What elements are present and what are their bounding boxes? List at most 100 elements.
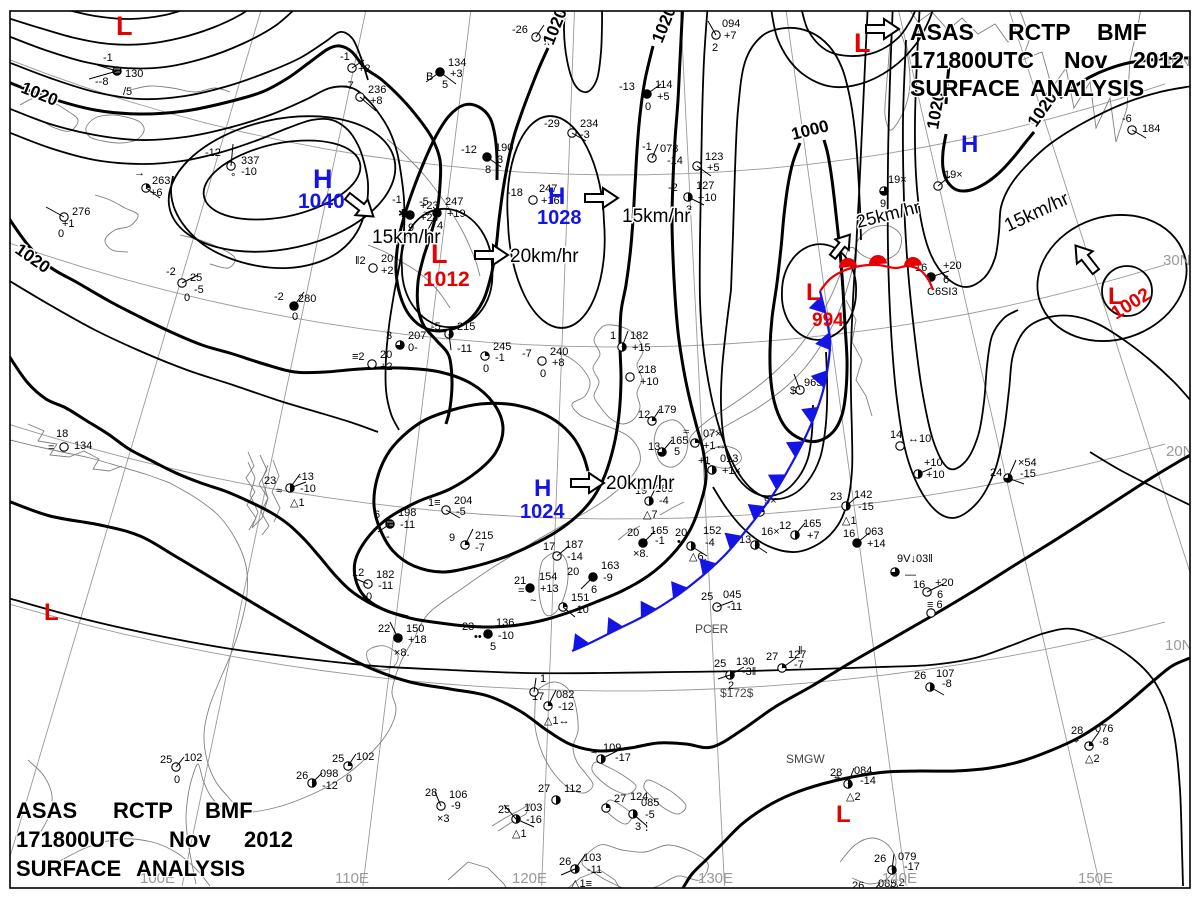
svg-text:045: 045 — [723, 589, 741, 601]
svg-text:L: L — [1108, 283, 1123, 310]
svg-text:6: 6 — [937, 589, 943, 601]
svg-text:20: 20 — [567, 566, 579, 578]
svg-text:~: ~ — [530, 595, 536, 607]
svg-text:20: 20 — [380, 349, 392, 361]
svg-text:236: 236 — [368, 84, 386, 96]
svg-text:0: 0 — [645, 101, 651, 113]
svg-text:103: 103 — [524, 802, 542, 814]
svg-text:3: 3 — [497, 154, 503, 166]
svg-text:23: 23 — [264, 475, 276, 487]
svg-text:6: 6 — [374, 509, 380, 521]
svg-text:+2: +2 — [381, 265, 394, 277]
svg-text:BMF: BMF — [1097, 19, 1147, 45]
svg-text:136: 136 — [496, 617, 514, 629]
svg-text:+16: +16 — [541, 195, 560, 207]
svg-text:Nov: Nov — [1064, 47, 1108, 73]
svg-text:245: 245 — [493, 341, 511, 353]
svg-text:184: 184 — [1142, 123, 1160, 135]
svg-text:134: 134 — [74, 440, 92, 452]
svg-text:+1×: +1× — [722, 465, 741, 477]
svg-text:—: — — [905, 569, 916, 581]
svg-text:+19: +19 — [447, 208, 466, 220]
svg-text:C6SI3: C6SI3 — [927, 286, 958, 298]
svg-text:≈: ≈ — [276, 485, 282, 497]
svg-text:×3: ×3 — [437, 813, 450, 825]
svg-text:5: 5 — [674, 446, 680, 458]
svg-text:085: 085 — [878, 878, 896, 890]
svg-text:25: 25 — [332, 753, 344, 765]
svg-text:-26: -26 — [512, 24, 528, 36]
svg-text:+1: +1 — [62, 218, 75, 230]
svg-text:171800UTC: 171800UTC — [16, 827, 135, 852]
svg-text:103: 103 — [583, 852, 601, 864]
svg-text:△1: △1 — [290, 497, 305, 509]
svg-text:134: 134 — [448, 57, 466, 69]
svg-text:23: 23 — [462, 621, 474, 633]
svg-text:26: 26 — [914, 670, 926, 682]
svg-text:H: H — [548, 183, 565, 210]
svg-text:SMGW: SMGW — [786, 752, 825, 766]
svg-text:-5: -5 — [194, 284, 204, 296]
svg-text:6: 6 — [943, 274, 949, 286]
svg-text:°: ° — [231, 172, 235, 184]
svg-text:--8: --8 — [95, 76, 108, 88]
svg-text:≈: ≈ — [591, 746, 597, 758]
svg-text:2012: 2012 — [244, 827, 293, 852]
svg-text:1012: 1012 — [423, 268, 470, 291]
svg-text:076: 076 — [1095, 723, 1113, 735]
svg-text:$172$: $172$ — [720, 686, 754, 700]
svg-text:-14: -14 — [667, 155, 683, 167]
svg-text:3: 3 — [386, 330, 392, 342]
svg-text:100E: 100E — [140, 870, 175, 887]
svg-text:-1: -1 — [655, 535, 665, 547]
svg-text:≈: ≈ — [423, 208, 429, 220]
svg-text:-12: -12 — [461, 144, 477, 156]
svg-text:+5: +5 — [707, 162, 720, 174]
svg-text:-4: -4 — [659, 495, 669, 507]
svg-text:013: 013 — [720, 453, 738, 465]
svg-text:5: 5 — [442, 79, 448, 91]
svg-text:140E: 140E — [882, 870, 917, 887]
svg-text:337: 337 — [241, 155, 259, 167]
svg-text:-14: -14 — [567, 551, 583, 563]
svg-text:142: 142 — [854, 489, 872, 501]
svg-text:+23: +23 — [420, 200, 439, 212]
svg-text:SURFACE: SURFACE — [910, 75, 1020, 101]
svg-text:+20: +20 — [943, 260, 962, 272]
svg-text:26: 26 — [559, 856, 571, 868]
svg-text:↔10: ↔10 — [908, 433, 931, 445]
svg-text:-13: -13 — [298, 471, 314, 483]
svg-text:25: 25 — [160, 754, 172, 766]
svg-text:+18: +18 — [408, 634, 427, 646]
svg-text:234: 234 — [580, 118, 598, 130]
svg-text:150E: 150E — [1078, 870, 1113, 887]
svg-text:084: 084 — [854, 765, 872, 777]
svg-text:27: 27 — [766, 651, 778, 663]
svg-text:12: 12 — [638, 409, 650, 421]
svg-text:280: 280 — [298, 293, 316, 305]
svg-text:28: 28 — [425, 787, 437, 799]
svg-text:3⋮: 3⋮ — [635, 821, 652, 833]
svg-text:+2: +2 — [380, 361, 393, 373]
svg-text:$: $ — [790, 385, 796, 397]
svg-text:25: 25 — [701, 591, 713, 603]
svg-text:1040: 1040 — [298, 190, 345, 213]
svg-text:130: 130 — [736, 656, 754, 668]
svg-text:127: 127 — [788, 649, 806, 661]
svg-text:-17: -17 — [904, 861, 920, 873]
svg-text:120E: 120E — [512, 870, 547, 887]
svg-text:20km/hr: 20km/hr — [606, 473, 675, 494]
svg-text:△2: △2 — [846, 791, 861, 803]
svg-text:240: 240 — [550, 346, 568, 358]
svg-text:40N: 40N — [1163, 53, 1191, 70]
svg-text:+8: +8 — [370, 95, 383, 107]
svg-text:085: 085 — [641, 797, 659, 809]
svg-text:109: 109 — [603, 742, 621, 754]
svg-text:1≡: 1≡ — [428, 497, 441, 509]
svg-text:-11: -11 — [727, 601, 742, 613]
svg-text:-7: -7 — [794, 659, 804, 671]
svg-text:18: 18 — [56, 428, 68, 440]
svg-text:165: 165 — [650, 525, 668, 537]
svg-text:-9: -9 — [603, 572, 613, 584]
svg-text:12: 12 — [352, 567, 364, 579]
